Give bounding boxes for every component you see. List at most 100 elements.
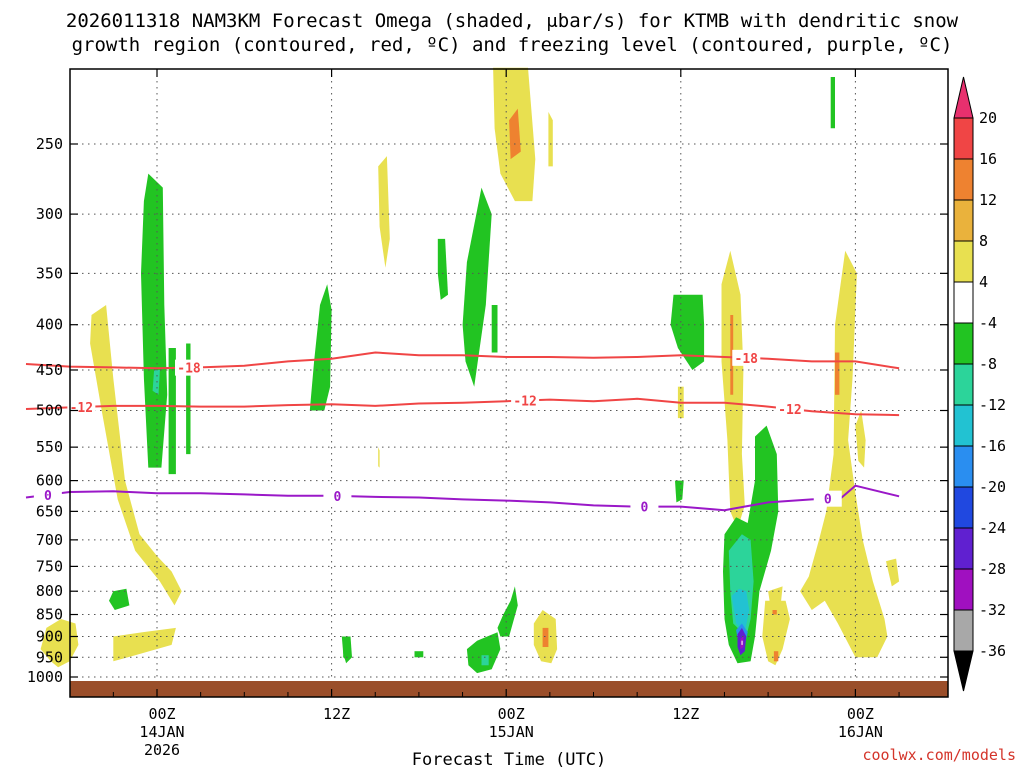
omega-region-24 xyxy=(343,636,351,662)
y-tick-label-850: 850 xyxy=(36,606,63,624)
contour-label-bg xyxy=(775,400,804,417)
contour-label--18: -18 xyxy=(177,362,201,377)
colorbar-swatch-2 xyxy=(953,199,974,242)
y-tick-label-1000: 1000 xyxy=(27,668,63,686)
omega-region-42 xyxy=(835,352,840,395)
omega-region-37 xyxy=(762,600,790,666)
omega-region-9 xyxy=(378,156,390,268)
colorbar-label-7: -12 xyxy=(979,396,1006,414)
colorbar-bottom-arrow xyxy=(953,650,974,692)
chart-title-line-1: 2026011318 NAM3KM Forecast Omega (shaded… xyxy=(66,10,959,32)
colorbar-label-4: 4 xyxy=(979,273,988,291)
contour-label--18: -18 xyxy=(735,352,759,367)
chart-title-line-2: growth region (contoured, red, ºC) and f… xyxy=(72,34,953,56)
omega-region-1 xyxy=(90,305,182,606)
omega-region-6 xyxy=(168,348,176,475)
omega-region-29 xyxy=(730,315,734,395)
omega-region-11 xyxy=(437,238,448,300)
colorbar-label-11: -28 xyxy=(979,560,1006,578)
terrain-layer xyxy=(70,681,948,697)
y-tick-label-350: 350 xyxy=(36,264,63,282)
y-tick-label-700: 700 xyxy=(36,531,63,549)
contour-label-bg xyxy=(323,487,352,504)
y-tick-label-550: 550 xyxy=(36,438,63,456)
terrain-ground xyxy=(70,681,948,697)
colorbar-swatch-1 xyxy=(953,158,974,201)
omega-region-44 xyxy=(886,558,900,587)
omega-region-13 xyxy=(491,305,498,353)
omega-region-38 xyxy=(768,586,783,615)
contour-label-0: 0 xyxy=(824,493,832,508)
colorbar-label-8: -16 xyxy=(979,437,1006,455)
x-tick-label-12-0: 12Z xyxy=(323,705,350,723)
omega-region-27 xyxy=(675,480,684,503)
y-tick-label-500: 500 xyxy=(36,402,63,420)
colorbar-swatch-8 xyxy=(953,445,974,488)
colorbar-swatch-3 xyxy=(953,240,974,283)
omega-region-43 xyxy=(855,410,866,468)
x-tick-label-24-1: 15JAN xyxy=(489,723,534,741)
y-tick-label-600: 600 xyxy=(36,472,63,490)
colorbar-swatch-12 xyxy=(953,609,974,652)
colorbar-label-10: -24 xyxy=(979,519,1006,537)
omega-region-32 xyxy=(731,588,750,633)
contour-label-bg xyxy=(732,349,761,366)
x-tick-label-0-0: 00Z xyxy=(148,705,175,723)
omega-region-18 xyxy=(481,655,489,666)
omega-region-45 xyxy=(830,77,835,129)
plot-frame xyxy=(69,68,949,698)
omega-region-17 xyxy=(466,632,501,674)
y-tick-label-400: 400 xyxy=(36,316,63,334)
omega-region-40 xyxy=(773,651,779,662)
contour-label--12: -12 xyxy=(70,401,93,416)
colorbar-swatch-10 xyxy=(953,527,974,570)
contour-label-0: 0 xyxy=(44,489,52,504)
y-tick-label-650: 650 xyxy=(36,502,63,520)
y-tick-label-450: 450 xyxy=(36,361,63,379)
colorbar-swatch-9 xyxy=(953,486,974,529)
y-tick-label-250: 250 xyxy=(36,135,63,153)
omega-region-41 xyxy=(772,610,777,615)
omega-region-25 xyxy=(670,294,705,370)
omega-region-10 xyxy=(378,447,380,468)
contour-label-bg xyxy=(175,359,204,376)
colorbar-label-3: 8 xyxy=(979,232,988,250)
grid-layer xyxy=(70,69,948,697)
contour-label--12: -12 xyxy=(778,403,801,418)
omega-region-19 xyxy=(497,586,518,637)
colorbar-swatch-11 xyxy=(953,568,974,611)
colorbar-label-9: -20 xyxy=(979,478,1006,496)
x-axis-label: Forecast Time (UTC) xyxy=(412,750,606,768)
contour-line--12 xyxy=(25,397,900,417)
omega-region-3 xyxy=(141,173,168,468)
contour-label-0: 0 xyxy=(334,490,342,505)
contour-label--12: -12 xyxy=(513,394,536,409)
omega-region-0 xyxy=(40,619,79,668)
omega-region-16 xyxy=(548,111,553,167)
omega-region-15 xyxy=(509,108,521,160)
colorbar-label-12: -32 xyxy=(979,601,1006,619)
colorbar-swatch-5 xyxy=(953,322,974,365)
x-tick-label-36-0: 12Z xyxy=(672,705,699,723)
y-tick-label-950: 950 xyxy=(36,648,63,666)
omega-region-39 xyxy=(800,250,888,658)
y-tick-label-900: 900 xyxy=(36,627,63,645)
contour-label-bg xyxy=(813,490,842,507)
contour-layer: -18 -18 -12 -12 -12 0 0 0 0 xyxy=(25,349,900,516)
colorbar: 20 16 12 8 4 -4 -8 -12 -16 -20 -24 -28 -32 -36 xyxy=(953,76,1006,692)
colorbar-label-0: 20 xyxy=(979,109,997,127)
omega-region-7 xyxy=(309,284,332,411)
x-tick-label-48-0: 00Z xyxy=(847,705,874,723)
colorbar-swatch-0 xyxy=(953,117,974,160)
colorbar-label-2: 12 xyxy=(979,191,997,209)
y-tick-label-800: 800 xyxy=(36,582,63,600)
colorbar-swatch-6 xyxy=(953,363,974,406)
contour-line-0 xyxy=(25,484,900,512)
colorbar-swatch-4 xyxy=(953,281,974,324)
axes-layer: 250 300 350 400 450 500 550 600 650 700 750 800 850 9… xyxy=(27,68,949,759)
colorbar-top-arrow xyxy=(953,76,974,119)
omega-region-4 xyxy=(152,370,160,395)
contour-label-0: 0 xyxy=(641,501,649,516)
colorbar-label-5: -4 xyxy=(979,314,997,332)
